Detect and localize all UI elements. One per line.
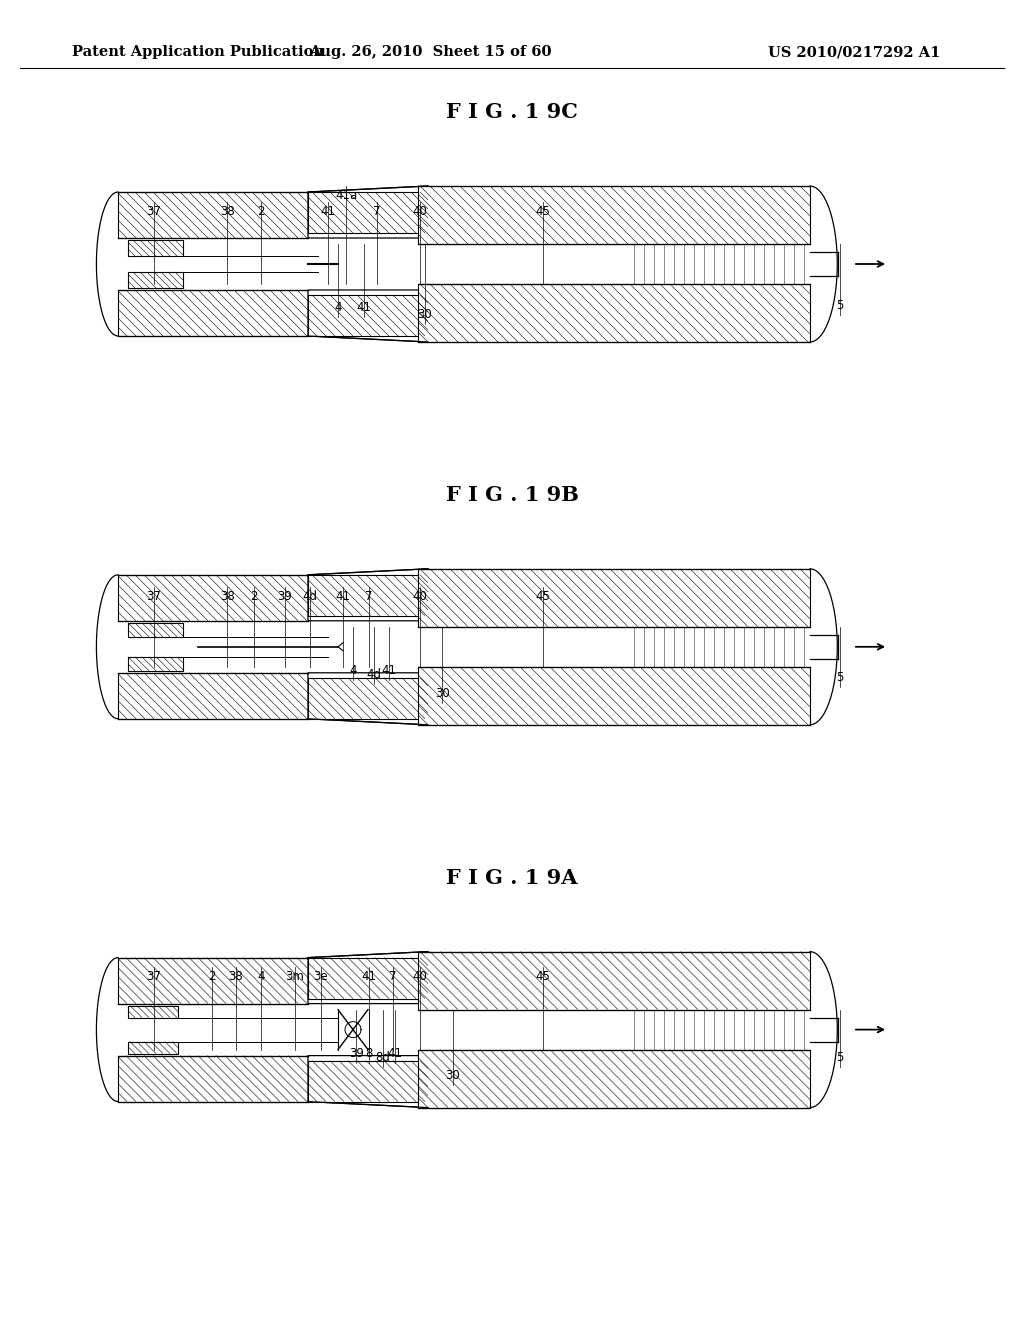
Polygon shape xyxy=(308,1056,428,1107)
Bar xyxy=(128,657,183,671)
Text: 4d: 4d xyxy=(367,668,381,681)
Text: 38: 38 xyxy=(220,205,234,218)
Text: 40: 40 xyxy=(413,970,427,983)
Bar xyxy=(128,240,183,256)
Bar xyxy=(308,574,428,616)
Bar xyxy=(418,186,810,244)
Text: 45: 45 xyxy=(536,205,550,218)
Bar xyxy=(118,1056,308,1102)
Bar xyxy=(418,1049,810,1107)
Text: 45: 45 xyxy=(536,970,550,983)
Text: 30: 30 xyxy=(418,308,432,321)
Text: F I G . 1 9B: F I G . 1 9B xyxy=(445,484,579,506)
Bar xyxy=(308,957,428,999)
Text: US 2010/0217292 A1: US 2010/0217292 A1 xyxy=(768,45,940,59)
Text: 7: 7 xyxy=(389,970,397,983)
Bar xyxy=(308,191,428,234)
Text: 41: 41 xyxy=(382,664,396,677)
Bar xyxy=(418,667,810,725)
Text: 41a: 41a xyxy=(335,189,357,202)
Bar xyxy=(308,677,428,719)
Text: F I G . 1 9A: F I G . 1 9A xyxy=(446,867,578,888)
Bar xyxy=(308,1060,428,1102)
Text: 39: 39 xyxy=(278,590,292,603)
Text: 5: 5 xyxy=(836,1051,844,1064)
Bar xyxy=(118,574,308,620)
Text: 2: 2 xyxy=(250,590,258,603)
Text: 5: 5 xyxy=(836,671,844,684)
Text: 37: 37 xyxy=(146,205,161,218)
Text: 41: 41 xyxy=(356,301,371,314)
Text: 4: 4 xyxy=(349,664,357,677)
Polygon shape xyxy=(308,952,428,1003)
Bar xyxy=(118,957,308,1003)
Text: 37: 37 xyxy=(146,970,161,983)
Text: 38: 38 xyxy=(220,590,234,603)
Text: 39: 39 xyxy=(349,1047,364,1060)
Bar xyxy=(418,952,810,1010)
Text: 41: 41 xyxy=(336,590,350,603)
Bar xyxy=(308,294,428,337)
Bar xyxy=(118,191,308,238)
Text: Patent Application Publication: Patent Application Publication xyxy=(72,45,324,59)
Bar xyxy=(418,284,810,342)
Text: 40: 40 xyxy=(413,590,427,603)
Bar xyxy=(128,623,183,636)
Text: 2: 2 xyxy=(257,205,265,218)
Text: 30: 30 xyxy=(445,1069,460,1082)
Text: F I G . 1 9C: F I G . 1 9C xyxy=(446,102,578,123)
Text: 30: 30 xyxy=(435,686,450,700)
Text: 8d: 8d xyxy=(376,1051,390,1064)
Polygon shape xyxy=(308,290,428,342)
Polygon shape xyxy=(308,186,428,238)
Text: 38: 38 xyxy=(228,970,243,983)
Text: 3e: 3e xyxy=(313,970,328,983)
Text: 40: 40 xyxy=(413,205,427,218)
Text: 37: 37 xyxy=(146,590,161,603)
Polygon shape xyxy=(308,569,428,620)
Text: 41: 41 xyxy=(361,970,376,983)
Text: 41: 41 xyxy=(388,1047,402,1060)
Bar xyxy=(128,1041,178,1053)
Polygon shape xyxy=(308,673,428,725)
Text: 4: 4 xyxy=(334,301,342,314)
Text: 45: 45 xyxy=(536,590,550,603)
Text: 8: 8 xyxy=(365,1047,373,1060)
Bar xyxy=(118,290,308,337)
Text: 2: 2 xyxy=(208,970,216,983)
Text: 4: 4 xyxy=(257,970,265,983)
Bar xyxy=(418,569,810,627)
Bar xyxy=(128,272,183,288)
Bar xyxy=(118,673,308,719)
Text: 7: 7 xyxy=(373,205,381,218)
Bar xyxy=(128,1006,178,1018)
Text: 3m: 3m xyxy=(286,970,304,983)
Text: Aug. 26, 2010  Sheet 15 of 60: Aug. 26, 2010 Sheet 15 of 60 xyxy=(309,45,551,59)
Text: 4d: 4d xyxy=(303,590,317,603)
Text: 7: 7 xyxy=(365,590,373,603)
Text: 5: 5 xyxy=(836,298,844,312)
Text: 41: 41 xyxy=(321,205,335,218)
